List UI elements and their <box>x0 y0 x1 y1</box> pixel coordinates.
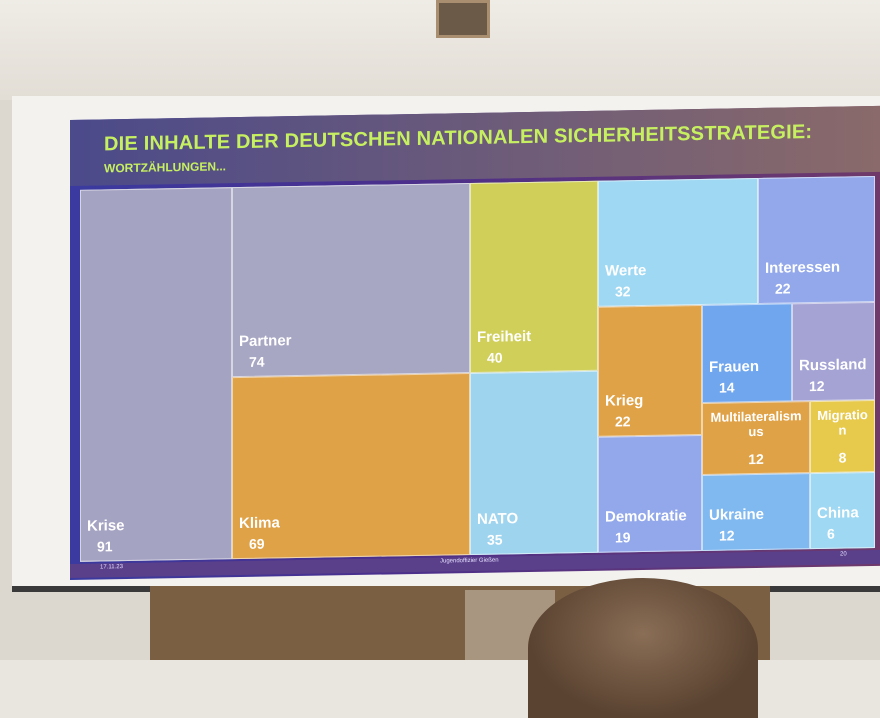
treemap-tile-value: 32 <box>615 283 631 300</box>
slide-subtitle: WORTZÄHLUNGEN... <box>104 159 226 176</box>
treemap-tile-label: Frauen <box>709 357 760 376</box>
treemap-tile-label: China <box>817 504 859 522</box>
footer-page-number: 20 <box>840 551 847 558</box>
treemap-tile-label: Demokratie <box>605 507 687 526</box>
treemap-tile-label: Freiheit <box>477 327 532 346</box>
treemap-tile-value: 19 <box>615 529 631 546</box>
treemap-tile-label: Migration <box>817 407 868 438</box>
treemap-tile-label: Krieg <box>605 391 644 410</box>
treemap-tile-label: Partner <box>239 332 292 351</box>
slide-title: DIE INHALTE DER DEUTSCHEN NATIONALEN SIC… <box>104 121 813 156</box>
treemap-tile-value: 8 <box>838 449 847 466</box>
treemap-tile: Migration 8 <box>810 399 875 474</box>
treemap-chart: Krise 91 Partner 74 Klima 69 Freiheit 40 NATO 35 W… <box>80 175 875 562</box>
treemap-tile: Freiheit 40 <box>470 180 598 374</box>
treemap-tile-label: NATO <box>477 510 519 528</box>
treemap-tile: Russland 12 <box>792 301 875 402</box>
treemap-tile-label: Interessen <box>765 258 841 277</box>
ceiling <box>0 0 880 100</box>
treemap-tile: Werte 32 <box>598 177 758 307</box>
treemap-tile-value: 6 <box>827 525 835 542</box>
treemap-tile-value: 14 <box>719 379 735 396</box>
treemap-tile-value: 35 <box>487 531 503 548</box>
treemap-tile-value: 22 <box>775 280 791 297</box>
treemap-tile-label: Krise <box>87 517 125 535</box>
treemap-tile: Partner 74 <box>232 183 470 378</box>
slide: DIE INHALTE DER DEUTSCHEN NATIONALEN SIC… <box>70 105 880 581</box>
treemap-tile-label: Russland <box>799 356 867 375</box>
treemap-tile-value: 12 <box>748 450 764 468</box>
treemap-tile: China 6 <box>810 471 875 550</box>
treemap-tile-value: 40 <box>487 349 503 366</box>
slide-header: DIE INHALTE DER DEUTSCHEN NATIONALEN SIC… <box>70 105 880 186</box>
treemap-tile: Demokratie 19 <box>598 434 702 553</box>
treemap-tile-label: Ukraine <box>709 505 765 524</box>
treemap-tile: Multilateralismus 12 <box>702 401 810 475</box>
footer-date: 17.11.23 <box>100 564 123 571</box>
treemap-tile-label: Werte <box>605 261 647 280</box>
treemap-tile: Krieg 22 <box>598 304 702 437</box>
treemap-tile: Interessen 22 <box>758 175 875 304</box>
treemap-tile-value: 91 <box>97 538 113 555</box>
treemap-tile: NATO 35 <box>470 370 598 556</box>
ceiling-lamp <box>436 0 490 38</box>
treemap-tile-value: 22 <box>615 413 631 430</box>
treemap-tile: Krise 91 <box>80 187 232 562</box>
treemap-tile-value: 12 <box>719 527 735 544</box>
treemap-tile: Ukraine 12 <box>702 473 810 551</box>
treemap-tile-label: Klima <box>239 514 280 533</box>
treemap-tile-label: Multilateralismus <box>710 408 802 440</box>
treemap-tile-value: 69 <box>249 535 265 552</box>
footer-center: Jugendoffizier Gießen <box>440 557 499 565</box>
treemap-tile: Frauen 14 <box>702 303 792 403</box>
treemap-tile-value: 12 <box>809 377 825 395</box>
treemap-tile: Klima 69 <box>232 373 470 560</box>
treemap-tile-value: 74 <box>249 353 265 370</box>
audience-head <box>528 578 758 718</box>
